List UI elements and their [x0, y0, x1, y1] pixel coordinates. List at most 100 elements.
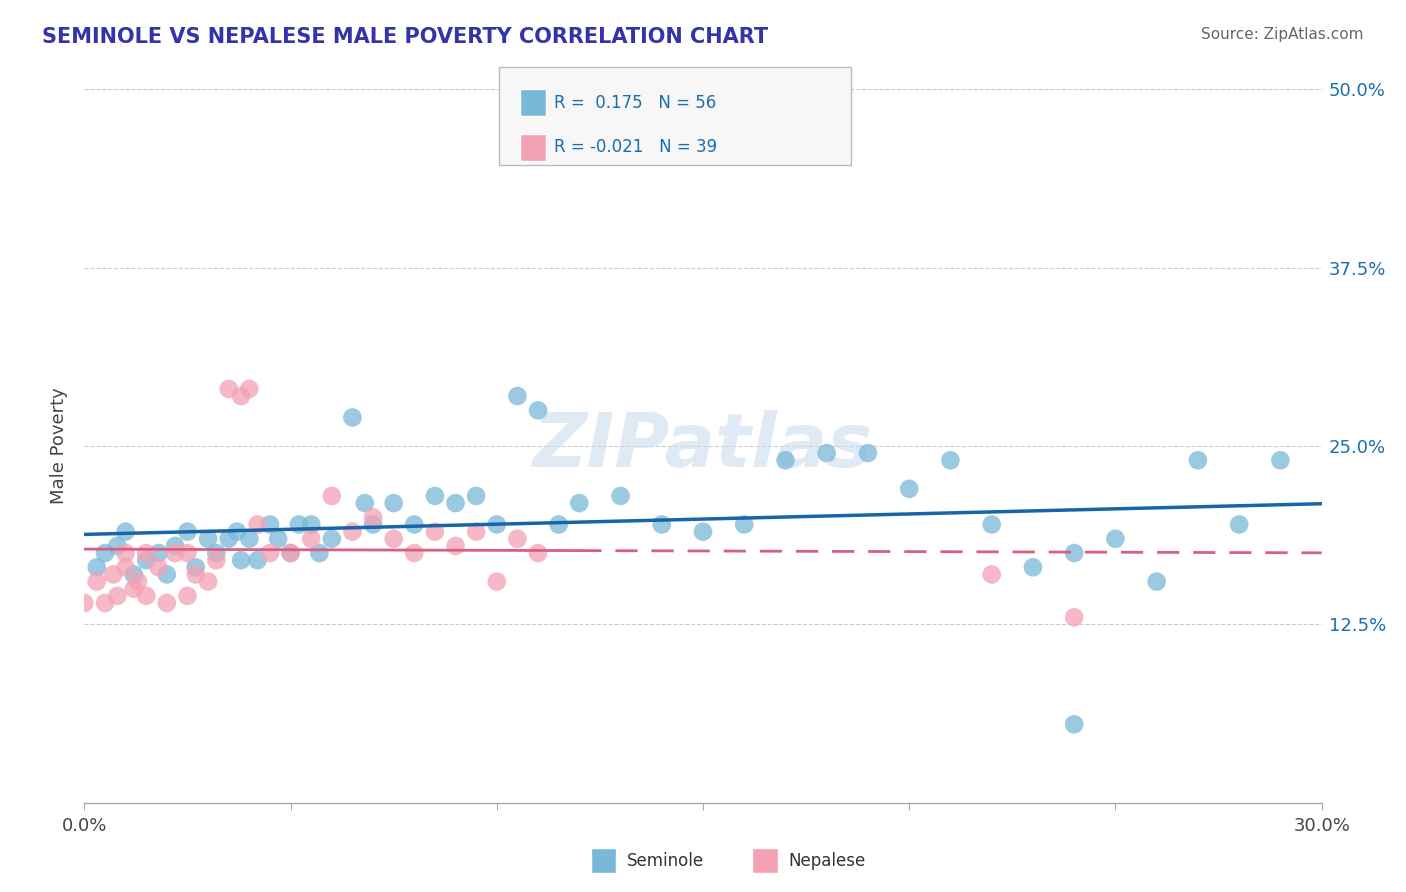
Point [815, 446, 838, 460]
Point [156, 596, 179, 610]
Point [651, 517, 673, 532]
Text: Seminole: Seminole [627, 852, 704, 870]
Point [86, 560, 108, 574]
Point [321, 532, 343, 546]
Point [259, 546, 281, 560]
Point [404, 546, 426, 560]
Point [321, 489, 343, 503]
Point [1146, 574, 1168, 589]
Point [568, 496, 591, 510]
Point [238, 382, 260, 396]
Point [692, 524, 714, 539]
Point [156, 567, 179, 582]
Point [547, 517, 569, 532]
Point [184, 567, 207, 582]
Text: SEMINOLE VS NEPALESE MALE POVERTY CORRELATION CHART: SEMINOLE VS NEPALESE MALE POVERTY CORREL… [42, 27, 768, 46]
Point [73, 596, 96, 610]
Point [205, 546, 228, 560]
Point [361, 510, 384, 524]
Point [135, 553, 157, 567]
Point [246, 553, 269, 567]
Point [127, 574, 149, 589]
Point [1063, 717, 1085, 731]
Text: R = -0.021   N = 39: R = -0.021 N = 39 [554, 138, 717, 156]
Point [288, 517, 311, 532]
Point [176, 589, 198, 603]
Point [114, 546, 136, 560]
Point [148, 546, 170, 560]
Point [176, 546, 198, 560]
Point [423, 524, 446, 539]
Point [775, 453, 797, 467]
Point [218, 382, 240, 396]
Point [197, 532, 219, 546]
Point [267, 532, 290, 546]
Point [218, 532, 240, 546]
Point [423, 489, 446, 503]
Point [184, 560, 207, 574]
Point [980, 517, 1002, 532]
Point [1063, 546, 1085, 560]
Point [527, 546, 550, 560]
Point [122, 582, 145, 596]
Point [165, 546, 187, 560]
Point [444, 496, 467, 510]
Point [165, 539, 187, 553]
Text: R =  0.175   N = 56: R = 0.175 N = 56 [554, 94, 716, 112]
Point [308, 546, 330, 560]
Y-axis label: Male Poverty: Male Poverty [51, 388, 69, 504]
Point [299, 517, 322, 532]
Point [299, 532, 322, 546]
Point [229, 389, 252, 403]
Point [353, 496, 375, 510]
Point [135, 546, 157, 560]
Point [361, 517, 384, 532]
Point [382, 532, 405, 546]
Point [197, 574, 219, 589]
Point [226, 524, 249, 539]
Point [342, 524, 364, 539]
Point [733, 517, 755, 532]
Text: ZIPatlas: ZIPatlas [533, 409, 873, 483]
Text: Source: ZipAtlas.com: Source: ZipAtlas.com [1201, 27, 1364, 42]
Point [856, 446, 879, 460]
Point [114, 560, 136, 574]
Point [980, 567, 1002, 582]
Point [1270, 453, 1292, 467]
Point [939, 453, 962, 467]
Point [1104, 532, 1126, 546]
Point [527, 403, 550, 417]
Point [103, 567, 125, 582]
Point [229, 553, 252, 567]
Point [122, 567, 145, 582]
Point [342, 410, 364, 425]
Point [382, 496, 405, 510]
Point [176, 524, 198, 539]
Point [94, 596, 117, 610]
Point [506, 389, 529, 403]
Point [1022, 560, 1045, 574]
Point [280, 546, 302, 560]
Point [485, 574, 508, 589]
Point [898, 482, 921, 496]
Point [114, 524, 136, 539]
Text: Nepalese: Nepalese [789, 852, 866, 870]
Point [609, 489, 631, 503]
Point [1187, 453, 1209, 467]
Point [205, 553, 228, 567]
Point [280, 546, 302, 560]
Point [238, 532, 260, 546]
Point [259, 517, 281, 532]
Point [465, 524, 488, 539]
Point [1227, 517, 1250, 532]
Point [105, 589, 128, 603]
Point [485, 517, 508, 532]
Point [94, 546, 117, 560]
Point [105, 539, 128, 553]
Point [465, 489, 488, 503]
Point [246, 517, 269, 532]
Point [148, 560, 170, 574]
Point [86, 574, 108, 589]
Point [404, 517, 426, 532]
Point [506, 532, 529, 546]
